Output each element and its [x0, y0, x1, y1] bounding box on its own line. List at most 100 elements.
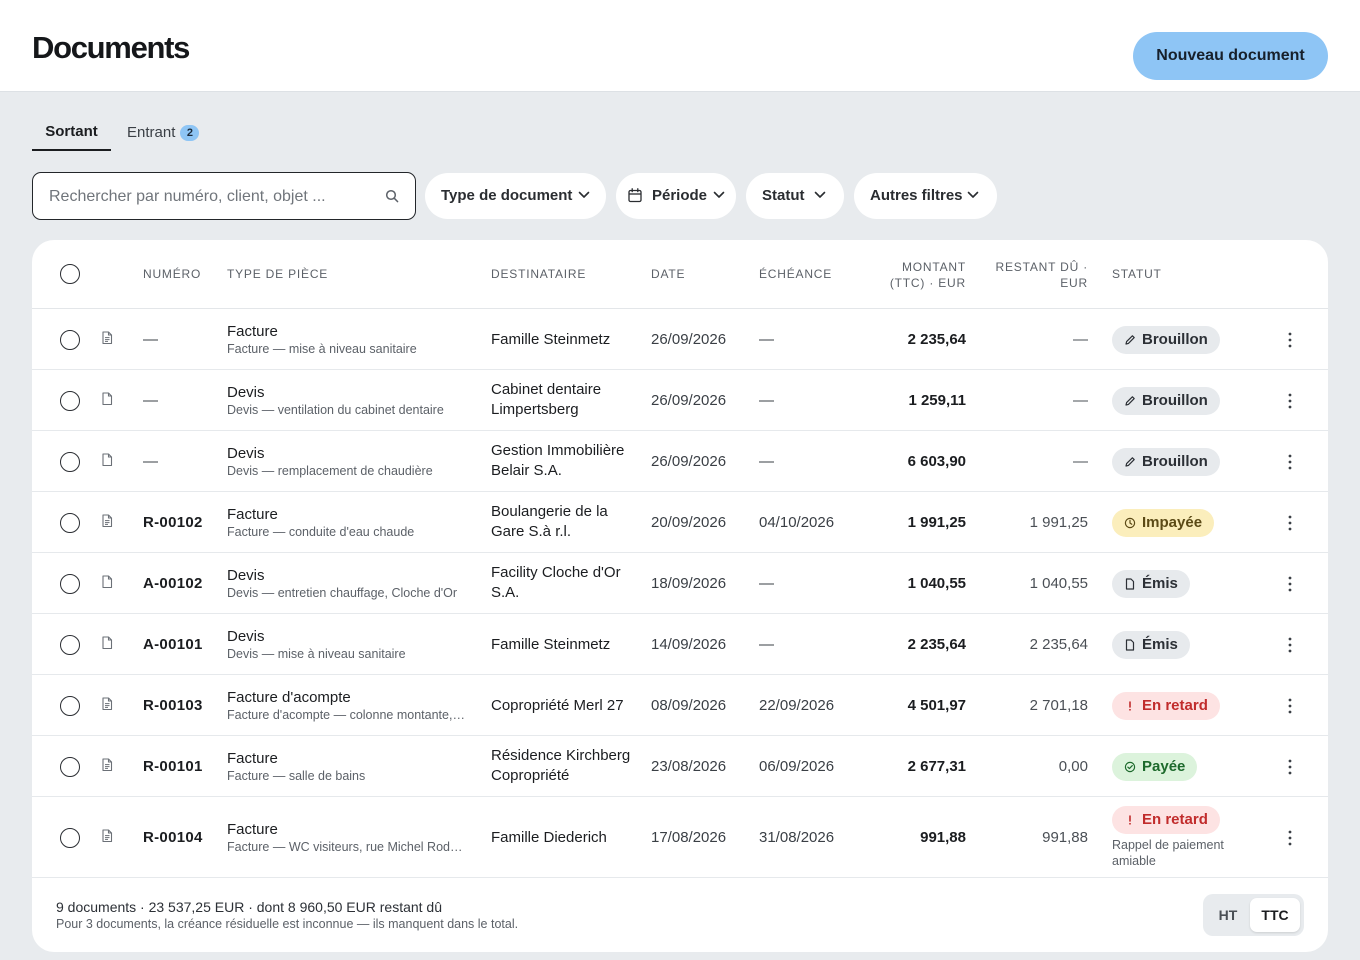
table-row[interactable]: R-00101 Facture Facture — salle de bains Ré… — [32, 736, 1328, 797]
search-icon[interactable] — [385, 189, 399, 203]
more-options-icon[interactable] — [1282, 758, 1298, 776]
filter-document-type[interactable]: Type de document — [425, 173, 606, 219]
tab-entrant[interactable]: Entrant 2 — [127, 112, 247, 151]
table-row[interactable]: R-00103 Facture d'acompte Facture d'acompt… — [32, 675, 1328, 736]
document-type: Devis — [227, 384, 265, 401]
document-number: A-00101 — [143, 636, 203, 653]
select-all-checkbox[interactable] — [60, 264, 80, 284]
table-row[interactable]: A-00101 Devis Devis — mise à niveau sanita… — [32, 614, 1328, 675]
document-date: 26/09/2026 — [651, 453, 727, 470]
due-date: 31/08/2026 — [759, 829, 835, 846]
chevron-down-icon — [814, 191, 826, 198]
column-due-date[interactable]: ÉCHÉANCE — [759, 267, 833, 281]
more-options-icon[interactable] — [1282, 636, 1298, 654]
status-label: Impayée — [1142, 514, 1203, 531]
footer-summary: 9 documents · 23 537,25 EUR · dont 8 960… — [56, 899, 443, 915]
column-date[interactable]: DATE — [651, 267, 686, 281]
amount-ttc: 1 040,55 — [907, 575, 966, 592]
table-row[interactable]: — Devis Devis — remplacement de chaudière G… — [32, 431, 1328, 492]
row-checkbox[interactable] — [60, 696, 80, 716]
filter-label: Statut — [762, 187, 805, 204]
invoice-icon — [102, 829, 113, 843]
row-checkbox[interactable] — [60, 757, 80, 777]
row-checkbox[interactable] — [60, 452, 80, 472]
row-checkbox[interactable] — [60, 513, 80, 533]
more-options-icon[interactable] — [1282, 697, 1298, 715]
remaining-amount: — — [1073, 392, 1088, 409]
table-row[interactable]: — Facture Facture — mise à niveau sanitair… — [32, 309, 1328, 370]
recipient-line: Gestion Immobilière — [491, 442, 625, 459]
amount-ttc: 2 235,64 — [907, 636, 966, 653]
column-status[interactable]: STATUT — [1112, 267, 1162, 281]
remaining-amount: 0,00 — [1058, 758, 1088, 775]
filter-status[interactable]: Statut — [746, 173, 844, 219]
pencil-icon — [1125, 457, 1135, 467]
column-remaining-line: EUR — [1060, 276, 1088, 290]
document-number: A-00102 — [143, 575, 203, 592]
tab-sortant[interactable]: Sortant — [32, 112, 111, 151]
document-number: — — [143, 392, 159, 409]
recipient-line: S.A. — [491, 584, 520, 601]
more-options-icon[interactable] — [1282, 453, 1298, 471]
column-remaining[interactable]: RESTANT DÛ · EUR — [978, 259, 1088, 291]
document-type: Facture — [227, 821, 278, 838]
document-type: Devis — [227, 628, 265, 645]
column-recipient[interactable]: DESTINATAIRE — [491, 267, 587, 281]
pencil-icon — [1125, 335, 1135, 345]
recipient-line: Boulangerie de la — [491, 503, 608, 520]
document-icon — [1125, 578, 1135, 590]
row-checkbox[interactable] — [60, 391, 80, 411]
remaining-amount: 2 235,64 — [1029, 636, 1088, 653]
quote-icon — [102, 636, 113, 650]
document-subject: Devis — mise à niveau sanitaire — [227, 647, 406, 661]
filter-period[interactable]: Période — [616, 173, 736, 219]
tabs: Sortant Entrant 2 — [32, 112, 432, 152]
column-number[interactable]: NUMÉRO — [143, 267, 202, 281]
recipient: Famille Steinmetz — [491, 635, 641, 655]
search-input[interactable] — [49, 186, 369, 208]
filter-other[interactable]: Autres filtres — [854, 173, 997, 219]
toggle-ht[interactable]: HT — [1218, 907, 1238, 923]
more-options-icon[interactable] — [1282, 331, 1298, 349]
table-header: NUMÉRO TYPE DE PIÈCE DESTINATAIRE DATE É… — [32, 240, 1328, 309]
column-type[interactable]: TYPE DE PIÈCE — [227, 267, 329, 281]
column-amount[interactable]: MONTANT (TTC) · EUR — [856, 259, 966, 291]
document-type: Facture d'acompte — [227, 689, 351, 706]
status-label: Émis — [1142, 636, 1178, 653]
document-subject: Devis — entretien chauffage, Cloche d'Or — [227, 586, 458, 600]
amount-ttc: 991,88 — [920, 829, 966, 846]
row-checkbox[interactable] — [60, 330, 80, 350]
more-options-icon[interactable] — [1282, 392, 1298, 410]
recipient: Famille Diederich — [491, 828, 641, 848]
recipient-line: Famille Diederich — [491, 829, 607, 846]
table-row[interactable]: — Devis Devis — ventilation du cabinet den… — [32, 370, 1328, 431]
more-options-icon[interactable] — [1282, 829, 1298, 847]
toggle-ttc[interactable]: TTC — [1250, 898, 1300, 932]
recipient-line: Cabinet dentaire — [491, 381, 602, 398]
more-options-icon[interactable] — [1282, 575, 1298, 593]
table-row[interactable]: R-00102 Facture Facture — conduite d'eau c… — [32, 492, 1328, 553]
document-type: Facture — [227, 750, 278, 767]
status-badge: Impayée — [1112, 509, 1215, 537]
amount-ttc: 4 501,97 — [907, 697, 966, 714]
recipient-line: Belair S.A. — [491, 462, 562, 479]
table-row[interactable]: R-00104 Facture Facture — WC visiteurs, ru… — [32, 797, 1328, 878]
more-options-icon[interactable] — [1282, 514, 1298, 532]
row-checkbox[interactable] — [60, 635, 80, 655]
pencil-icon — [1125, 396, 1135, 406]
recipient-line: Limpertsberg — [491, 401, 579, 418]
row-checkbox[interactable] — [60, 574, 80, 594]
new-document-button[interactable]: Nouveau document — [1133, 32, 1328, 80]
recipient: Copropriété Merl 27 — [491, 696, 641, 716]
row-checkbox[interactable] — [60, 828, 80, 848]
recipient-line: Famille Steinmetz — [491, 331, 611, 348]
remaining-amount: 1 991,25 — [1029, 514, 1088, 531]
status-label: Émis — [1142, 575, 1178, 592]
quote-icon — [102, 575, 113, 589]
recipient: Résidence Kirchberg Copropriété — [491, 746, 641, 786]
footer-note: Pour 3 documents, la créance résiduelle … — [56, 917, 519, 931]
table-row[interactable]: A-00102 Devis Devis — entretien chauffage,… — [32, 553, 1328, 614]
document-date: 08/09/2026 — [651, 697, 727, 714]
clock-icon — [1124, 517, 1136, 529]
due-date: 04/10/2026 — [759, 514, 835, 531]
